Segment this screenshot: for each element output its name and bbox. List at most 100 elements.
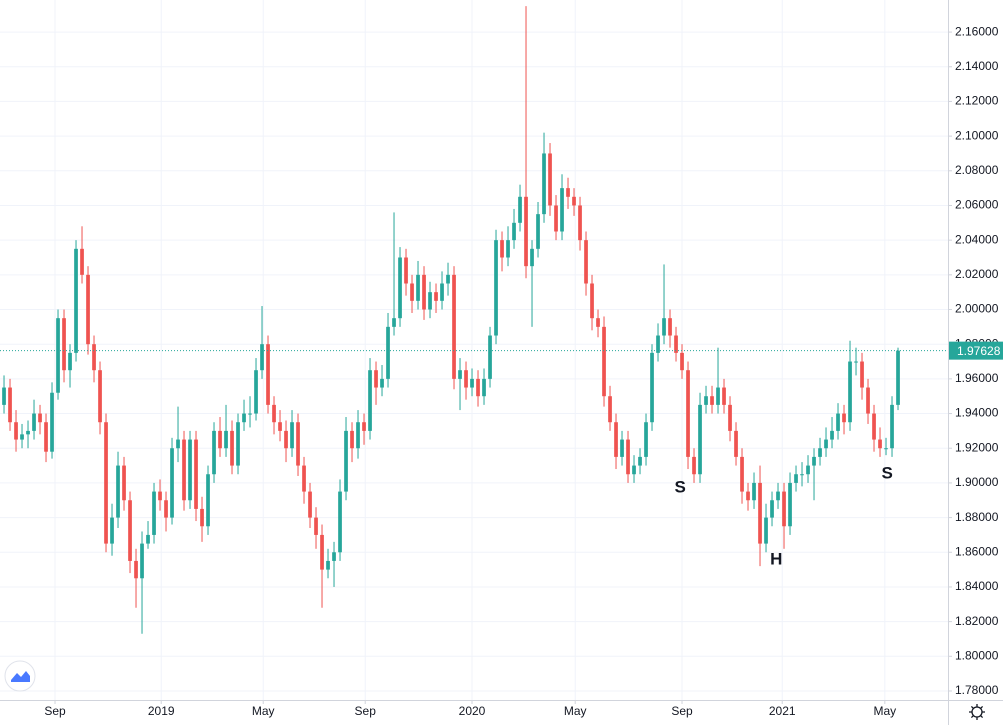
candle-body [524,196,528,267]
y-tick-label: 2.04000 [955,232,999,246]
y-tick-label: 2.14000 [955,59,999,73]
candle-body [260,344,264,371]
candle-body [410,283,414,301]
candle-body [278,422,282,431]
annotation: H [770,549,782,568]
candle-body [848,361,852,423]
candle-body [452,274,456,379]
logo[interactable] [4,660,36,692]
candle-body [722,387,726,405]
candle-body [614,422,618,457]
x-tick-label: Sep [355,704,377,718]
x-tick-label: Sep [44,704,66,718]
candle-body [230,430,234,466]
candle-body [560,188,564,232]
candle-body [506,240,510,258]
candle-body [380,378,384,388]
candle-body [632,465,636,475]
y-tick-label: 1.96000 [955,371,999,385]
candle-body [542,153,546,215]
settings-icon[interactable] [969,704,985,720]
candle-body [554,205,558,232]
overlay: S H S [0,350,948,568]
candle-body [434,292,438,301]
candle-body [44,422,48,452]
logo-icon[interactable] [11,671,30,682]
candle-body [824,439,828,449]
candle-body [50,392,54,452]
candle-body [662,318,666,336]
candle-body [32,413,36,431]
candle-body [26,430,30,435]
candle-body [392,318,396,327]
candle-body [296,422,300,466]
candle-body [398,257,402,319]
candle-body [734,430,738,457]
y-tick-label: 2.10000 [955,128,999,142]
y-tick-label: 1.80000 [955,648,999,662]
candle-body [854,361,858,363]
candle-body [656,335,660,353]
x-tick-label: May [873,704,896,718]
last-price-label: 1.97628 [957,344,1001,358]
y-tick-label: 2.06000 [955,198,999,212]
y-tick-label: 1.78000 [955,683,999,697]
candle-body [320,534,324,570]
candle-body [740,456,744,492]
candle-body [764,517,768,544]
candle-body [782,491,786,527]
candle-body [512,222,516,241]
candle-body [404,257,408,284]
candle-body [272,404,276,423]
x-tick-label: 2021 [769,704,796,718]
candle-body [8,387,12,423]
candle-body [770,500,774,518]
candle-body [98,370,102,423]
candle-body [356,422,360,449]
candle-body [368,370,372,431]
candle-body [566,188,570,197]
candle-body [446,274,450,284]
candle-body [488,335,492,379]
candle-body [500,240,504,258]
candle-body [332,552,336,561]
candle-body [176,439,180,449]
candle-body [374,370,378,388]
candle-body [518,196,522,223]
candle-body [224,430,228,449]
candle-body [428,292,432,310]
x-tick-label: 2019 [148,704,175,718]
candle-body [596,318,600,327]
candle-body [104,422,108,544]
candle-body [170,448,174,518]
y-tick-label: 1.94000 [955,406,999,420]
gear-teeth[interactable] [969,704,985,720]
y-tick-label: 2.00000 [955,302,999,316]
y-tick-label: 1.90000 [955,475,999,489]
candle-body [80,248,84,275]
candle-body [440,283,444,301]
candle-body [164,500,168,518]
candle-body [692,456,696,475]
y-tick-label: 1.84000 [955,579,999,593]
candle-body [710,396,714,405]
candle-body [860,361,864,388]
candle-body [548,153,552,206]
x-tick-label: May [252,704,275,718]
candle-body [308,491,312,518]
candle-body [878,439,882,449]
axes: 1.78000 1.80000 1.82000 1.84000 1.86000 1.880… [44,24,1003,718]
candle-body [152,491,156,535]
y-tick-label: 2.16000 [955,24,999,38]
candle-body [584,240,588,284]
candle-body [872,413,876,440]
candle-body [116,465,120,518]
candle-body [674,335,678,353]
candle-body [122,465,126,501]
candle-body [182,439,186,501]
candle-body [302,465,306,492]
candle-body [482,378,486,397]
candle-body [212,430,216,475]
candle-body [572,196,576,206]
candle-body [86,274,90,345]
